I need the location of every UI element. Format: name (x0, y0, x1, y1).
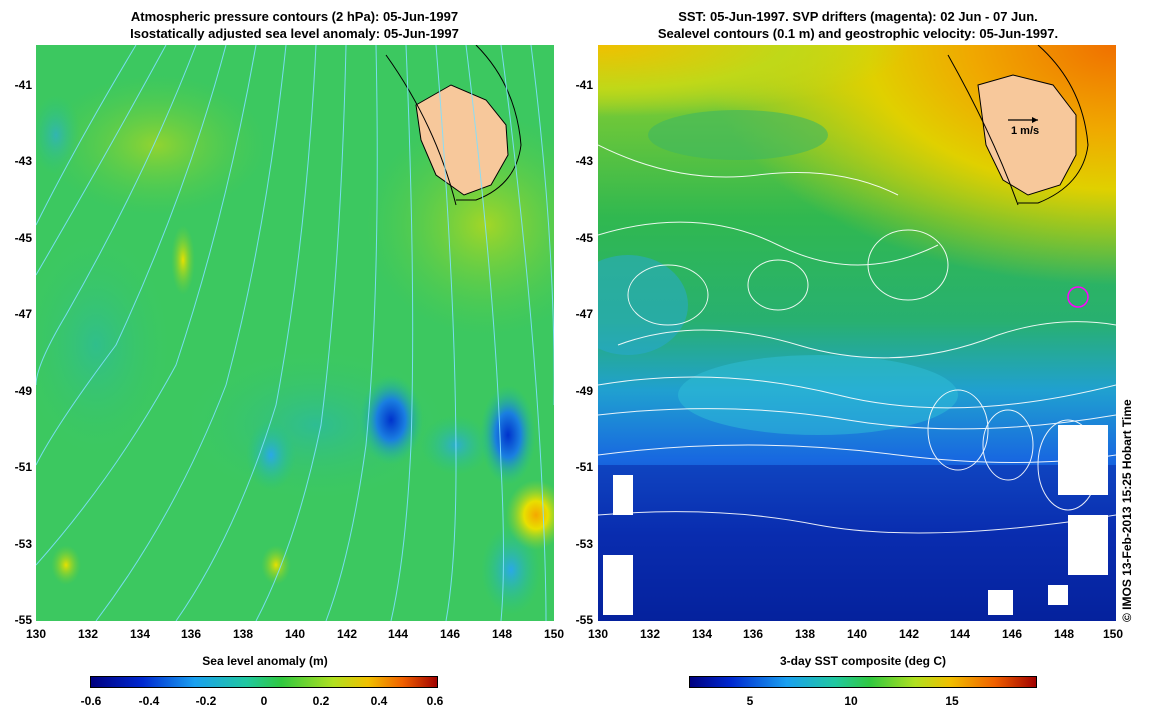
left-xtick: 134 (129, 627, 151, 641)
left-title: Atmospheric pressure contours (2 hPa): 0… (36, 8, 553, 42)
right-ytick: -47 (575, 307, 593, 321)
right-xtick: 130 (587, 627, 609, 641)
credit-text: © IMOS 13-Feb-2013 15:25 Hobart Time (1120, 399, 1134, 622)
right-ytick: -53 (575, 537, 593, 551)
right-cb-tick: 5 (746, 694, 754, 708)
left-xtick: 148 (491, 627, 513, 641)
left-title-line2: Isostatically adjusted sea level anomaly… (130, 26, 459, 41)
right-xtick: 136 (742, 627, 764, 641)
right-ytick: -51 (575, 460, 593, 474)
left-cb-tick: -0.4 (138, 694, 160, 708)
right-xtick: 150 (1102, 627, 1124, 641)
right-colorbar-title: 3-day SST composite (deg C) (779, 654, 947, 668)
left-ytick: -47 (14, 307, 32, 321)
left-cb-tick: -0.2 (195, 694, 217, 708)
right-xtick: 142 (898, 627, 920, 641)
right-xtick: 134 (691, 627, 713, 641)
left-xtick: 140 (284, 627, 306, 641)
left-ytick: -51 (14, 460, 32, 474)
left-cb-tick: 0.4 (370, 694, 388, 708)
right-map (598, 45, 1116, 621)
right-xtick: 140 (846, 627, 868, 641)
left-ytick: -55 (14, 613, 32, 627)
left-ytick: -53 (14, 537, 32, 551)
left-cb-tick: -0.6 (80, 694, 102, 708)
left-cb-tick: 0.6 (426, 694, 444, 708)
left-xtick: 146 (439, 627, 461, 641)
right-xtick: 138 (794, 627, 816, 641)
right-ytick: -49 (575, 384, 593, 398)
right-ytick: -43 (575, 154, 593, 168)
right-cb-tick: 10 (844, 694, 858, 708)
right-xtick: 144 (949, 627, 971, 641)
right-ytick: -45 (575, 231, 593, 245)
left-ytick: -43 (14, 154, 32, 168)
right-cb-tick: 15 (945, 694, 959, 708)
left-ytick: -41 (14, 78, 32, 92)
velocity-scale-label: 1 m/s (1011, 125, 1040, 137)
left-xtick: 138 (232, 627, 254, 641)
left-ytick: -45 (14, 231, 32, 245)
left-xtick: 132 (77, 627, 99, 641)
left-colorbar-title: Sea level anomaly (m) (202, 654, 328, 668)
right-xtick: 146 (1001, 627, 1023, 641)
left-ytick: -49 (14, 384, 32, 398)
right-title: SST: 05-Jun-1997. SVP drifters (magenta)… (598, 8, 1118, 42)
left-xtick: 130 (25, 627, 47, 641)
left-title-line1: Atmospheric pressure contours (2 hPa): 0… (130, 9, 459, 24)
right-ytick: -41 (575, 78, 593, 92)
right-title-line1: SST: 05-Jun-1997. SVP drifters (magenta)… (678, 9, 1038, 24)
left-map (36, 45, 554, 621)
left-cb-tick: 0.2 (312, 694, 330, 708)
right-xtick: 132 (639, 627, 661, 641)
left-xtick: 144 (387, 627, 409, 641)
left-colorbar (90, 676, 438, 688)
left-xtick: 150 (543, 627, 565, 641)
right-title-line2: Sealevel contours (0.1 m) and geostrophi… (657, 26, 1059, 41)
right-colorbar (689, 676, 1037, 688)
left-xtick: 136 (180, 627, 202, 641)
right-ytick: -55 (575, 613, 593, 627)
left-xtick: 142 (336, 627, 358, 641)
right-xtick: 148 (1053, 627, 1075, 641)
left-cb-tick: 0 (260, 694, 268, 708)
velocity-scale-arrow (1008, 117, 1038, 123)
